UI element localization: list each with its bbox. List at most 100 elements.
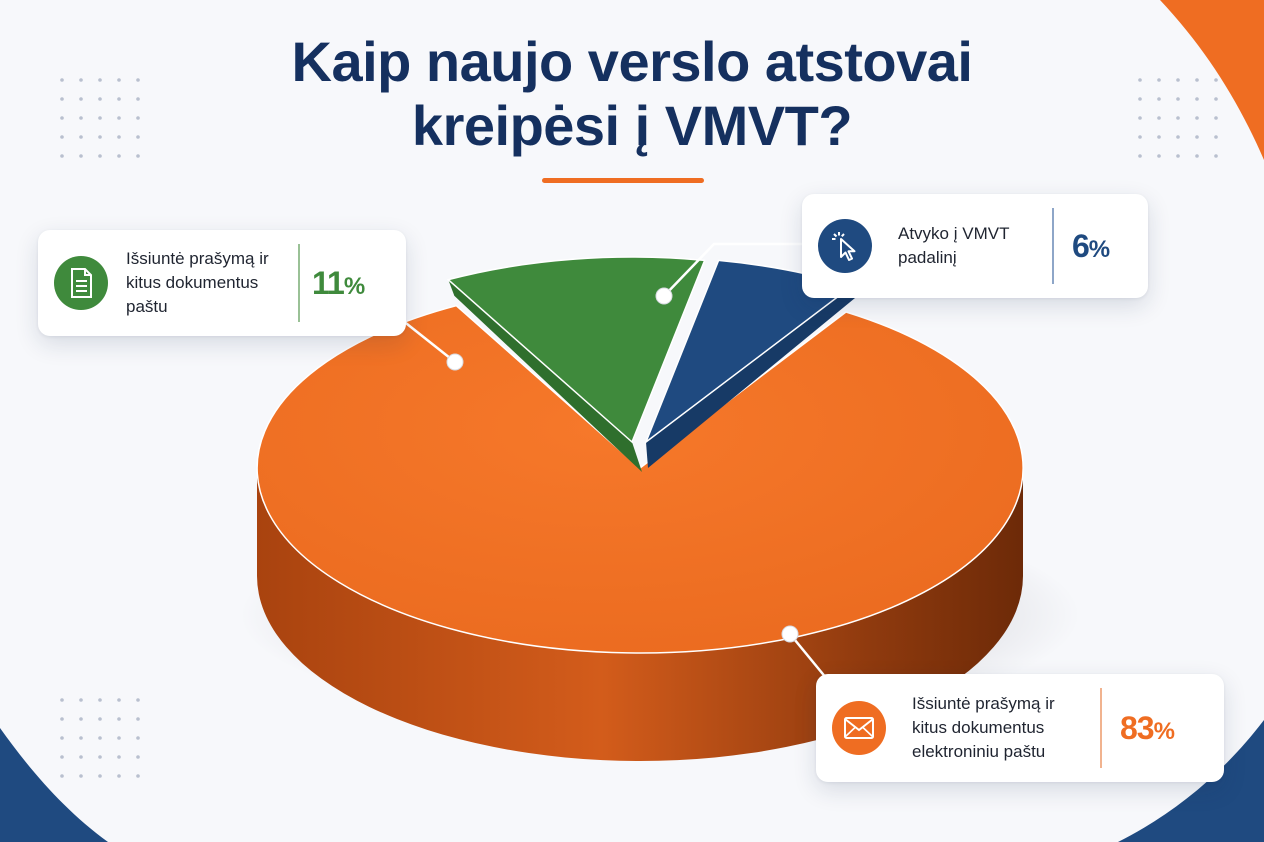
decor-dot	[136, 135, 140, 139]
decor-dot	[1176, 116, 1180, 120]
decor-dot	[60, 135, 64, 139]
decor-dot	[117, 698, 121, 702]
decor-dot	[98, 116, 102, 120]
pie-slice-green-depth	[448, 279, 642, 472]
decor-dot	[60, 736, 64, 740]
pie-slice-green	[446, 256, 706, 444]
decor-dot	[136, 717, 140, 721]
decor-dot	[1214, 116, 1218, 120]
decor-dot	[117, 97, 121, 101]
decor-dot	[79, 135, 83, 139]
decor-dot	[1195, 154, 1199, 158]
value-number: 6	[1072, 227, 1090, 264]
dot-grid-decor	[60, 78, 1218, 778]
envelope-icon	[832, 701, 886, 755]
value-unit: %	[343, 272, 365, 300]
decor-dot	[79, 97, 83, 101]
decor-dot	[117, 736, 121, 740]
value-unit: %	[1153, 717, 1175, 745]
decor-dot	[98, 736, 102, 740]
decor-dot	[1157, 78, 1161, 82]
decor-dot	[136, 755, 140, 759]
decor-dot	[1138, 135, 1142, 139]
label-line: Išsiuntė prašymą ir	[126, 249, 269, 268]
decor-dot	[60, 698, 64, 702]
decor-dot	[98, 717, 102, 721]
cursor-click-icon	[818, 219, 872, 273]
decor-dot	[79, 755, 83, 759]
chart-title: Kaip naujo verslo atstovai kreipėsi į VM…	[182, 30, 1082, 158]
decor-dot	[1195, 97, 1199, 101]
callout-label-orange: Išsiuntė prašymą ir kitus dokumentus ele…	[912, 692, 1092, 764]
decor-dot	[1214, 97, 1218, 101]
leader-dot-orange	[781, 625, 799, 643]
title-underline	[542, 178, 704, 183]
decor-dot	[98, 698, 102, 702]
decor-dot	[98, 755, 102, 759]
decor-dot	[136, 698, 140, 702]
decor-dot	[79, 78, 83, 82]
decor-dot	[117, 717, 121, 721]
decor-dot	[117, 78, 121, 82]
decor-dot	[1176, 135, 1180, 139]
decor-dot	[136, 736, 140, 740]
corner-blue-bottom-left	[0, 728, 108, 842]
decor-dot	[117, 135, 121, 139]
decor-dot	[1176, 154, 1180, 158]
decor-dot	[1195, 116, 1199, 120]
decor-dot	[1214, 135, 1218, 139]
label-line: elektroniniu paštu	[912, 742, 1046, 761]
decor-dot	[1138, 154, 1142, 158]
card-divider	[1052, 208, 1054, 284]
decor-dot	[1138, 97, 1142, 101]
callout-card-green: Išsiuntė prašymą ir kitus dokumentus paš…	[38, 230, 406, 336]
decor-dot	[1176, 97, 1180, 101]
leader-line-green	[401, 319, 456, 363]
decor-dot	[1157, 97, 1161, 101]
label-line: paštu	[126, 297, 168, 316]
decor-dot	[60, 717, 64, 721]
title-line-1: Kaip naujo verslo atstovai	[291, 30, 973, 93]
pie-slice-blue-depth	[646, 286, 855, 468]
callout-dots	[446, 287, 799, 643]
title-line-2: kreipėsi į VMVT?	[411, 94, 853, 157]
callout-card-orange: Išsiuntė prašymą ir kitus dokumentus ele…	[816, 674, 1224, 782]
decor-dot	[60, 774, 64, 778]
card-divider	[1100, 688, 1102, 768]
leader-line-blue	[663, 242, 802, 297]
decor-dot	[1157, 135, 1161, 139]
decor-dot	[136, 116, 140, 120]
callout-label-blue: Atvyko į VMVT padalinį	[898, 222, 1038, 270]
data-label-green: 11%	[312, 264, 365, 302]
corner-orange-top-right	[1160, 0, 1264, 160]
decor-dot	[117, 755, 121, 759]
decor-dot	[79, 116, 83, 120]
decor-dot	[79, 717, 83, 721]
label-line: kitus dokumentus	[912, 718, 1045, 737]
decor-dot	[117, 116, 121, 120]
decor-dot	[1157, 116, 1161, 120]
decor-dot	[60, 154, 64, 158]
leader-dot-blue	[655, 287, 673, 305]
decor-dot	[1195, 135, 1199, 139]
value-number: 11	[312, 264, 345, 301]
decor-dot	[98, 154, 102, 158]
decor-dot	[79, 698, 83, 702]
decor-dot	[60, 755, 64, 759]
decor-dot	[136, 154, 140, 158]
label-line: Išsiuntė prašymą ir	[912, 694, 1055, 713]
decor-dot	[1195, 78, 1199, 82]
decor-dot	[136, 774, 140, 778]
decor-dot	[79, 154, 83, 158]
decor-dot	[60, 78, 64, 82]
decor-dot	[1176, 78, 1180, 82]
value-number: 83	[1120, 709, 1155, 746]
decor-dot	[1138, 116, 1142, 120]
decor-dot	[117, 774, 121, 778]
decor-dot	[1157, 154, 1161, 158]
decor-dot	[98, 78, 102, 82]
decor-dot	[98, 135, 102, 139]
document-icon	[54, 256, 108, 310]
decor-dot	[60, 97, 64, 101]
label-line: padalinį	[898, 248, 957, 267]
